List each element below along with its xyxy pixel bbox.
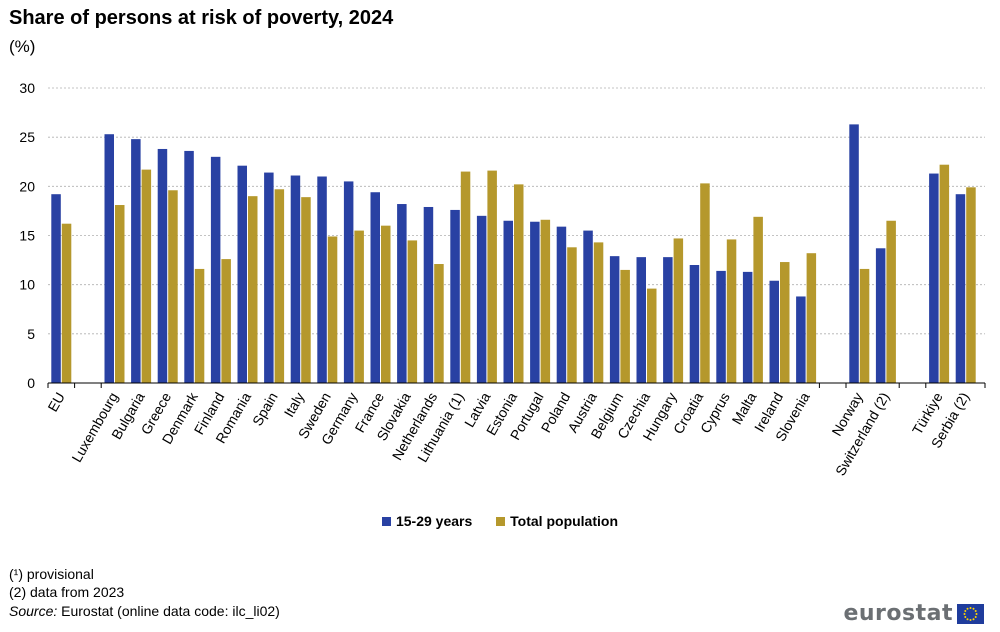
bar-total — [567, 247, 577, 383]
bar-total — [141, 169, 152, 383]
eurostat-logo: eurostat — [843, 601, 984, 626]
bar-youth — [210, 156, 221, 383]
bar-total — [806, 253, 817, 383]
bar-total — [221, 259, 231, 383]
bar-total — [354, 230, 364, 383]
bar-youth — [423, 206, 434, 383]
bar-youth — [157, 148, 168, 383]
legend-item-series-1: 15-29 years — [381, 513, 473, 529]
bar-youth — [237, 165, 247, 383]
bar-youth — [264, 172, 274, 383]
chart-legend: 15-29 years Total population — [0, 513, 1000, 529]
bar-youth — [397, 204, 407, 383]
bar-youth — [184, 150, 194, 383]
bar-youth — [609, 256, 620, 383]
bar-total — [593, 242, 604, 383]
legend-swatch-series-1 — [381, 517, 391, 526]
bar-youth — [716, 270, 726, 383]
bar-total — [886, 220, 896, 383]
bar-youth — [769, 280, 779, 383]
bar-youth — [131, 139, 141, 383]
y-tick-label: 5 — [27, 326, 35, 342]
bar-youth — [530, 221, 540, 383]
y-tick-label: 30 — [19, 80, 35, 96]
y-tick-label: 15 — [19, 228, 35, 244]
bar-total — [460, 171, 471, 383]
logo-text: eurostat — [843, 601, 953, 626]
legend-label-series-2: Total population — [510, 513, 619, 529]
source-label: Source: — [9, 603, 58, 619]
legend-label-series-1: 15-29 years — [395, 513, 473, 529]
source-line: Source: Eurostat (online data code: ilc_… — [9, 603, 280, 619]
bar-total — [540, 219, 551, 383]
bar-total — [487, 170, 497, 383]
bar-youth — [742, 271, 753, 383]
bar-youth — [663, 257, 673, 383]
legend-swatch-series-2 — [496, 517, 506, 526]
bar-youth — [476, 215, 487, 383]
bar-youth — [290, 175, 301, 383]
bar-youth — [583, 230, 593, 383]
bar-total — [301, 197, 311, 383]
bar-total — [726, 239, 737, 383]
bar-total — [115, 205, 125, 383]
bar-total — [327, 236, 338, 383]
bar-youth — [796, 296, 806, 383]
bar-total — [620, 269, 630, 383]
bar-youth — [370, 192, 380, 383]
x-tick-label: Italy — [281, 390, 308, 420]
chart-unit: (%) — [9, 37, 36, 56]
bar-total — [780, 262, 790, 383]
x-tick-label: EU — [44, 390, 68, 415]
bar-total — [168, 190, 178, 383]
bar-total — [194, 268, 205, 383]
bar-youth — [689, 265, 700, 383]
y-tick-label: 10 — [19, 277, 35, 293]
y-tick-label: 20 — [19, 178, 35, 194]
bar-youth — [450, 209, 460, 383]
bar-total — [514, 184, 524, 383]
bar-youth — [317, 176, 327, 383]
bar-total — [61, 223, 72, 383]
bar-youth — [955, 194, 966, 383]
bar-total — [647, 288, 657, 383]
x-tick-label: Spain — [249, 390, 281, 429]
bar-total — [700, 183, 710, 383]
bar-youth — [503, 220, 513, 383]
footnote-provisional: (¹) provisional — [9, 566, 94, 582]
legend-item-series-2: Total population — [496, 513, 618, 529]
bar-total — [407, 240, 418, 383]
y-tick-label: 0 — [27, 375, 35, 391]
bar-total — [381, 225, 391, 383]
bar-total — [859, 268, 870, 383]
bar-youth — [51, 194, 61, 383]
source-text: Eurostat (online data code: ilc_li02) — [57, 603, 280, 619]
footnote-data-2023: (2) data from 2023 — [9, 584, 125, 600]
bar-youth — [556, 226, 567, 383]
bar-total — [673, 238, 684, 383]
bar-youth — [104, 134, 114, 383]
y-tick-label: 25 — [19, 129, 35, 145]
bar-total — [939, 164, 950, 383]
chart-title: Share of persons at risk of poverty, 202… — [9, 7, 394, 29]
bar-youth — [849, 124, 859, 383]
bar-youth — [636, 257, 646, 383]
bar-total — [248, 196, 258, 383]
bar-total — [434, 264, 444, 383]
bar-youth — [929, 173, 939, 383]
eu-flag-icon — [957, 603, 984, 624]
bar-total — [753, 216, 763, 383]
bar-youth — [343, 181, 354, 383]
bar-total — [966, 187, 976, 383]
bar-youth — [875, 248, 886, 383]
bar-total — [274, 189, 285, 383]
